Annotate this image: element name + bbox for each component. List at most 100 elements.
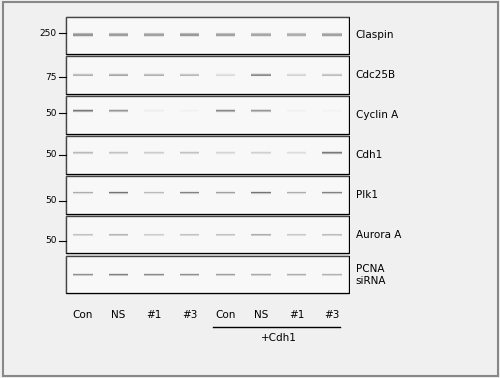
Bar (287, 153, 306, 154)
Bar (180, 73, 200, 74)
Bar (144, 77, 164, 78)
Bar (144, 31, 164, 32)
Bar (108, 151, 128, 152)
Bar (251, 79, 270, 80)
Text: Con: Con (215, 310, 236, 320)
Bar (180, 40, 200, 41)
Bar (216, 73, 235, 74)
Bar (216, 189, 235, 190)
Bar (322, 156, 342, 157)
Text: Plk1: Plk1 (356, 190, 378, 200)
Bar (73, 199, 92, 200)
Bar (66, 17, 348, 54)
Bar (144, 106, 164, 107)
Bar (322, 109, 342, 110)
Bar (216, 157, 235, 158)
Bar (180, 31, 200, 32)
Bar (322, 188, 342, 189)
Bar (144, 116, 164, 117)
Bar (108, 32, 128, 33)
Bar (73, 79, 92, 80)
Bar (216, 77, 235, 78)
Bar (108, 109, 128, 110)
Bar (322, 194, 342, 195)
Bar (322, 153, 342, 154)
Bar (108, 70, 128, 71)
Bar (251, 190, 270, 191)
Bar (144, 81, 164, 82)
Bar (108, 27, 128, 28)
Text: Con: Con (72, 310, 93, 320)
Bar (322, 157, 342, 158)
Bar (216, 158, 235, 159)
Bar (251, 37, 270, 38)
Bar (251, 147, 270, 148)
Text: #1: #1 (146, 310, 162, 320)
Bar (180, 148, 200, 149)
Bar (180, 75, 200, 76)
Bar (73, 156, 92, 157)
Bar (251, 113, 270, 114)
Bar (322, 79, 342, 80)
Bar (180, 70, 200, 71)
Bar (180, 193, 200, 194)
Bar (287, 68, 306, 69)
Bar (251, 76, 270, 77)
Bar (322, 42, 342, 43)
Bar (322, 69, 342, 70)
Bar (108, 28, 128, 29)
Bar (322, 27, 342, 28)
Bar (322, 110, 342, 111)
Bar (251, 158, 270, 159)
Bar (180, 79, 200, 80)
Bar (108, 41, 128, 42)
Bar (73, 76, 92, 77)
Bar (108, 36, 128, 37)
Bar (287, 197, 306, 198)
Bar (216, 196, 235, 197)
Bar (180, 194, 200, 195)
Bar (144, 148, 164, 149)
Bar (251, 193, 270, 194)
Bar (108, 114, 128, 115)
Bar (322, 81, 342, 82)
Bar (108, 105, 128, 106)
Bar (251, 42, 270, 43)
Bar (322, 77, 342, 78)
Bar (180, 186, 200, 187)
Bar (180, 76, 200, 77)
Bar (108, 73, 128, 74)
Bar (144, 76, 164, 77)
Bar (216, 41, 235, 42)
Bar (144, 198, 164, 199)
Bar (322, 113, 342, 114)
Bar (144, 27, 164, 28)
Bar (251, 153, 270, 154)
Bar (322, 40, 342, 41)
Bar (108, 116, 128, 117)
Bar (180, 42, 200, 43)
Bar (180, 116, 200, 117)
Bar (251, 154, 270, 155)
Bar (322, 191, 342, 192)
Bar (322, 78, 342, 79)
Bar (322, 34, 342, 35)
Bar (108, 158, 128, 159)
Bar (216, 74, 235, 75)
Bar (108, 192, 128, 193)
Bar (216, 32, 235, 33)
Bar (66, 256, 348, 293)
Bar (287, 81, 306, 82)
Text: Cdc25B: Cdc25B (356, 70, 396, 80)
Bar (180, 114, 200, 115)
Text: +Cdh1: +Cdh1 (261, 333, 296, 342)
Bar (216, 195, 235, 196)
Bar (144, 196, 164, 197)
Bar (108, 106, 128, 107)
Bar (144, 35, 164, 36)
Bar (216, 197, 235, 198)
Bar (287, 156, 306, 157)
Bar (216, 155, 235, 156)
Bar (144, 190, 164, 191)
Bar (108, 39, 128, 40)
